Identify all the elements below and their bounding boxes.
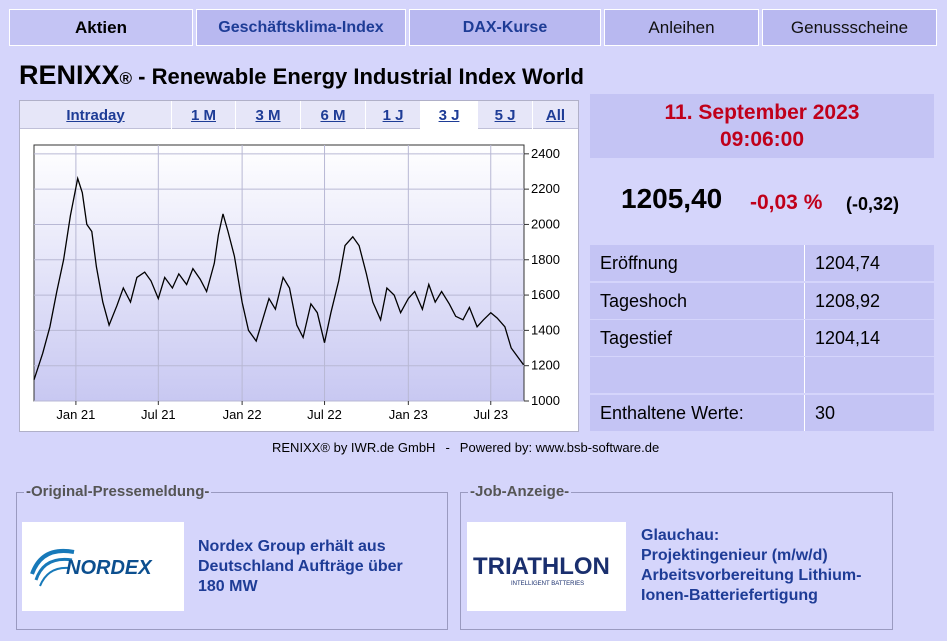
job-title: Projektingenieur (m/w/d) Arbeitsvorberei… xyxy=(641,547,862,604)
nordex-logo[interactable]: NORDEX xyxy=(22,522,184,611)
brand-name: RENIXX xyxy=(19,60,120,90)
credit-separator: - xyxy=(445,440,450,455)
job-ad-box: -Job-Anzeige- TRIATHLON INTELLIGENT BATT… xyxy=(460,483,893,630)
constituents-value: 30 xyxy=(804,395,934,431)
triathlon-logo[interactable]: TRIATHLON INTELLIGENT BATTERIES xyxy=(467,522,626,611)
x-tick-label: Jan 21 xyxy=(56,407,95,422)
tab-aktien[interactable]: Aktien xyxy=(9,9,193,46)
x-tick-label: Jul 22 xyxy=(307,407,342,422)
credit-right: Powered by: www.bsb-software.de xyxy=(459,440,660,455)
registered-mark: ® xyxy=(119,69,133,88)
stat-row-empty xyxy=(590,357,934,393)
tab-dax-kurse[interactable]: DAX-Kurse xyxy=(409,9,601,46)
press-release-box: -Original-Pressemeldung- NORDEX Nordex G… xyxy=(16,483,448,630)
tab-anleihen[interactable]: Anleihen xyxy=(604,9,759,46)
period-1m[interactable]: 1 M xyxy=(172,101,236,129)
press-legend: -Original-Pressemeldung- xyxy=(24,483,212,500)
chart-credit: RENIXX® by IWR.de GmbH - Powered by: www.b… xyxy=(272,440,659,455)
stat-label: Tagestief xyxy=(600,327,673,348)
period-intraday[interactable]: Intraday xyxy=(20,101,172,129)
y-tick-label: 2400 xyxy=(531,146,560,161)
x-tick-label: Jan 22 xyxy=(223,407,262,422)
stat-value: 1208,92 xyxy=(804,283,934,319)
stat-row-eroeffnung: Eröffnung 1204,74 xyxy=(590,245,934,281)
period-5j[interactable]: 5 J xyxy=(478,101,533,129)
renixx-series-line xyxy=(33,175,525,381)
nordex-logo-text: NORDEX xyxy=(66,557,153,579)
period-all[interactable]: All xyxy=(545,106,566,124)
plot-area xyxy=(33,144,525,402)
page-subtitle: - Renewable Energy Industrial Index Worl… xyxy=(132,64,584,89)
period-6m[interactable]: 6 M xyxy=(301,101,366,129)
change-absolute: (-0,32) xyxy=(846,194,900,214)
job-legend: -Job-Anzeige- xyxy=(468,483,572,500)
chart-container: Intraday 1 M 3 M 6 M 1 J 3 J 5 J All 100… xyxy=(19,100,579,432)
quote-date: 11. September 2023 xyxy=(664,101,860,124)
job-ad-text[interactable]: Glauchau: Projektingenieur (m/w/d) Arbei… xyxy=(641,526,881,606)
period-1j[interactable]: 1 J xyxy=(366,101,421,129)
y-tick-label: 1600 xyxy=(531,287,560,302)
period-3m[interactable]: 3 M xyxy=(236,101,301,129)
x-tick-label: Jul 21 xyxy=(141,407,176,422)
y-tick-label: 1400 xyxy=(531,322,560,337)
stat-row-constituents: Enthaltene Werte: 30 xyxy=(590,395,934,431)
tab-geschaeftsklima-index[interactable]: Geschäftsklima-Index xyxy=(196,9,406,46)
nordex-logo-icon: NORDEX xyxy=(30,549,153,587)
y-tick-label: 2000 xyxy=(531,216,560,231)
y-tick-label: 1800 xyxy=(531,252,560,267)
y-tick-label: 2200 xyxy=(531,181,560,196)
quote-date-panel: 11. September 2023 09:06:00 xyxy=(590,94,934,158)
period-3j[interactable]: 3 J xyxy=(421,101,478,129)
stat-label: Eröffnung xyxy=(600,252,678,273)
job-location: Glauchau: xyxy=(641,527,720,544)
x-tick-label: Jul 23 xyxy=(473,407,508,422)
credit-left: RENIXX® by IWR.de GmbH xyxy=(272,440,436,455)
stat-label: Tageshoch xyxy=(600,290,688,311)
stat-value: 1204,74 xyxy=(804,245,934,281)
y-tick-label: 1000 xyxy=(531,393,560,408)
press-headline[interactable]: Nordex Group erhält aus Deutschland Auft… xyxy=(198,538,403,595)
price-chart: 1000 1200 1400 1600 1800 2000 2200 2400 Jan 21 J… xyxy=(33,144,560,422)
x-tick-label: Jan 23 xyxy=(389,407,428,422)
page-title: RENIXX® - Renewable Energy Industrial In… xyxy=(19,60,584,91)
change-percent: -0,03 % xyxy=(750,191,823,214)
top-navigation: Aktien Geschäftsklima-Index DAX-Kurse An… xyxy=(0,0,947,46)
y-tick-label: 1200 xyxy=(531,358,560,373)
triathlon-logo-subtext: INTELLIGENT BATTERIES xyxy=(511,581,584,587)
period-selector: Intraday 1 M 3 M 6 M 1 J 3 J 5 J All xyxy=(20,101,578,129)
stat-row-tageshoch: Tageshoch 1208,92 xyxy=(590,283,934,319)
triathlon-logo-icon: TRIATHLON INTELLIGENT BATTERIES xyxy=(473,553,610,587)
constituents-label: Enthaltene Werte: xyxy=(600,402,744,423)
current-price: 1205,40 xyxy=(621,183,723,214)
quote-time: 09:06:00 xyxy=(719,128,805,151)
triathlon-logo-text: TRIATHLON xyxy=(473,553,610,580)
tab-genussscheine[interactable]: Genussscheine xyxy=(762,9,937,46)
quote-price-row: 1205,40 -0,03 % (-0,32) xyxy=(590,180,934,224)
stat-value: 1204,14 xyxy=(804,320,934,356)
stat-row-tagestief: Tagestief 1204,14 xyxy=(590,320,934,356)
